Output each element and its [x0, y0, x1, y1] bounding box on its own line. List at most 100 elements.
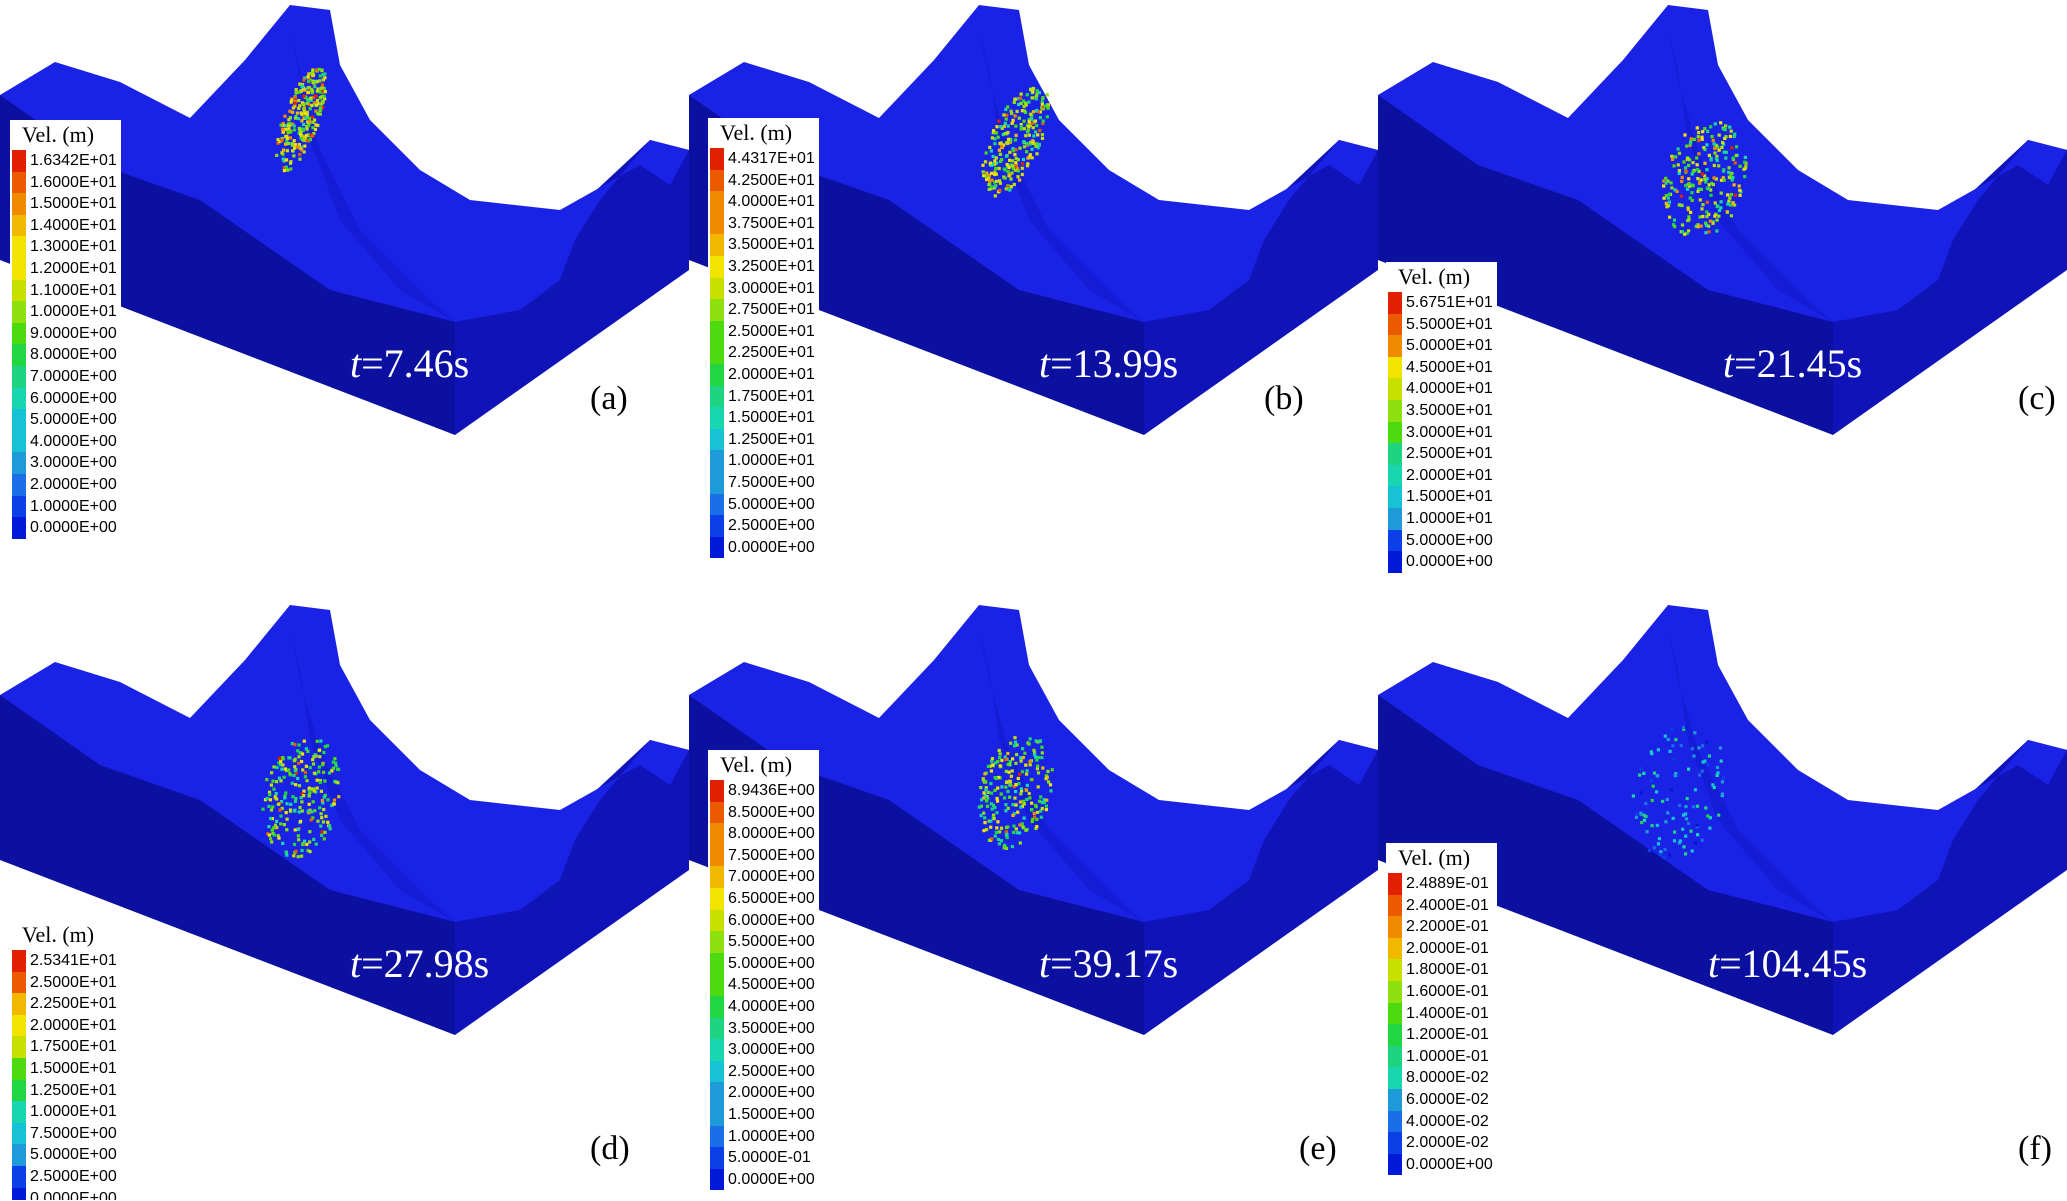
debris-particle: [1689, 137, 1693, 141]
velocity-legend: Vel. (m) 1.6342E+01 1.6000E+01 1.5000E+01 1…: [10, 120, 121, 541]
debris-particle: [302, 94, 306, 98]
debris-particle: [1686, 208, 1690, 212]
debris-particle: [979, 813, 983, 818]
debris-particle: [261, 807, 265, 811]
debris-particle: [272, 765, 276, 769]
debris-particle: [1004, 117, 1008, 121]
debris-particle: [1031, 90, 1035, 94]
debris-particle: [1720, 780, 1725, 784]
debris-particle: [1028, 142, 1032, 146]
debris-particle: [1687, 215, 1691, 219]
legend-value: 4.0000E+01: [1406, 380, 1493, 398]
debris-particle: [1036, 764, 1040, 768]
legend-swatch: [12, 971, 26, 994]
debris-particle: [997, 775, 1001, 780]
legend-swatch: [710, 1168, 724, 1191]
debris-particle: [995, 161, 999, 165]
debris-particle: [302, 839, 307, 843]
legend-value: 8.0000E+00: [728, 825, 815, 843]
debris-particle: [313, 127, 317, 131]
legend-value: 4.5000E+01: [1406, 358, 1493, 376]
legend-value: 5.0000E-01: [728, 1149, 811, 1167]
debris-particle: [319, 102, 323, 106]
debris-particle: [294, 849, 298, 853]
legend-scale: 8.9436E+00 8.5000E+00 8.0000E+00 7.5000E+00…: [710, 780, 815, 1191]
debris-particle: [296, 855, 300, 859]
debris-particle: [313, 753, 317, 757]
debris-particle: [1040, 100, 1044, 104]
terrain-side-face: [1144, 740, 1378, 1035]
debris-particle: [1684, 817, 1689, 821]
debris-particle: [1035, 124, 1039, 128]
debris-particle: [297, 106, 301, 110]
debris-particle: [305, 101, 309, 105]
legend-entry: 1.2000E+01: [12, 257, 117, 280]
debris-particle: [1690, 198, 1694, 202]
legend-value: 2.0000E+01: [1406, 466, 1493, 484]
legend-value: 3.2500E+01: [728, 257, 815, 275]
legend-swatch: [710, 169, 724, 192]
legend-value: 1.2500E+01: [728, 430, 815, 448]
debris-particle: [284, 127, 288, 131]
time-value: =39.17s: [1050, 941, 1179, 986]
debris-particle: [286, 768, 290, 772]
debris-particle: [997, 166, 1001, 171]
debris-particle: [1027, 100, 1031, 104]
debris-particle: [989, 163, 993, 167]
debris-particle: [993, 806, 997, 810]
legend-entry: 2.5000E+00: [710, 515, 815, 537]
debris-particle: [1011, 167, 1015, 171]
terrain-front-face: [0, 695, 455, 1035]
debris-particle: [277, 761, 281, 765]
debris-particle: [1668, 853, 1672, 857]
debris-particle: [334, 780, 338, 784]
debris-particle: [306, 749, 310, 753]
debris-particle: [282, 165, 286, 170]
debris-particle: [1661, 799, 1665, 803]
debris-particle: [1650, 778, 1654, 783]
debris-particle: [1006, 806, 1010, 810]
legend-entry: 4.5000E+00: [710, 974, 815, 996]
debris-particle: [315, 98, 320, 103]
debris-particle: [1013, 736, 1017, 740]
legend-entry: 1.0000E+00: [710, 1125, 815, 1148]
legend-swatch: [12, 1144, 26, 1166]
terrain-front-face: [1378, 695, 1833, 1035]
debris-particle: [988, 145, 992, 149]
debris-particle: [286, 124, 290, 128]
debris-particle: [1035, 89, 1039, 93]
debris-particle: [1012, 812, 1016, 816]
debris-particle: [302, 150, 306, 154]
debris-particle: [268, 793, 272, 797]
debris-particle: [1709, 193, 1713, 197]
debris-particle: [1701, 203, 1705, 207]
debris-particle: [1015, 743, 1019, 747]
legend-entry: 1.2000E-01: [1388, 1024, 1493, 1046]
legend-value: 2.5000E+00: [728, 1062, 815, 1080]
debris-particle: [1669, 181, 1673, 185]
debris-particle: [1668, 215, 1672, 219]
debris-particle: [316, 819, 320, 823]
debris-particle: [1022, 140, 1026, 144]
debris-particle: [1029, 112, 1033, 116]
debris-particle: [1045, 798, 1049, 802]
time-label: t=7.46s: [350, 340, 469, 387]
debris-particle: [1014, 133, 1018, 137]
debris-particle: [1687, 218, 1691, 222]
debris-particle: [1652, 846, 1656, 850]
debris-particle: [309, 818, 313, 822]
panel-letter: (f): [2018, 1130, 2052, 1167]
debris-particle: [1016, 810, 1020, 814]
debris-particle: [306, 90, 310, 94]
debris-particle: [1730, 146, 1734, 150]
legend-entry: 1.0000E+01: [1388, 507, 1493, 530]
debris-particle: [311, 120, 315, 124]
legend-value: 2.2000E-01: [1406, 918, 1489, 936]
debris-particle: [1717, 214, 1721, 218]
legend-swatch: [1388, 894, 1402, 917]
debris-particle: [294, 91, 298, 95]
debris-particle: [1006, 825, 1010, 829]
debris-particle: [985, 795, 989, 799]
legend-value: 4.0000E+01: [728, 193, 815, 211]
legend-value: 1.0000E+01: [1406, 509, 1493, 527]
